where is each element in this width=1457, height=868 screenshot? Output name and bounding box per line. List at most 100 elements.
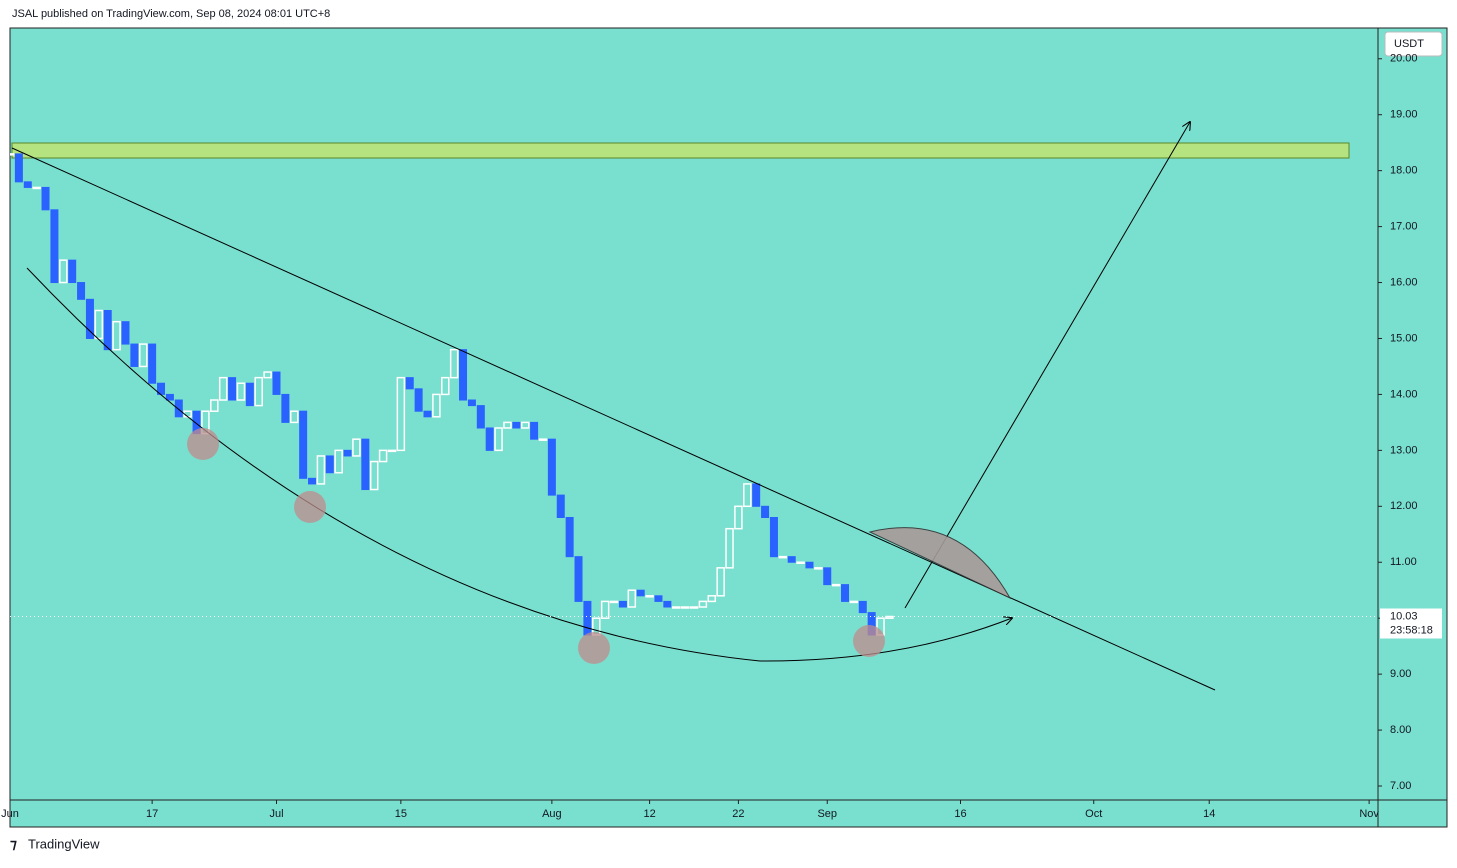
countdown: 23:58:18 [1390,624,1433,636]
down-candle [574,556,583,602]
up-candle [503,421,512,429]
last-price-box [1380,608,1442,639]
y-tick-label: 12.00 [1390,500,1418,512]
down-candle [68,259,77,284]
down-candle [414,388,423,412]
up-candle [627,589,637,608]
down-candle [752,483,761,507]
down-candle [654,595,663,602]
down-candle [245,382,254,407]
y-tick-label: 15.00 [1390,332,1418,344]
y-tick-label: 14.00 [1390,388,1418,400]
up-candle [32,186,41,190]
down-candle [23,181,32,188]
down-candle [14,153,23,183]
x-tick-label: 12 [643,808,655,820]
down-candle [769,516,778,558]
down-candle [467,399,476,407]
up-candle [849,600,859,604]
down-candle [130,343,139,367]
x-tick-label: Sep [817,808,837,820]
up-candle [254,376,263,407]
curve-arrow [26,267,1012,662]
down-candle [636,589,645,597]
brand: TradingView [28,836,100,851]
up-candle [218,376,228,401]
down-candle [50,209,59,284]
y-tick-label: 13.00 [1390,444,1418,456]
up-candle [707,595,717,603]
y-tick-label: 7.00 [1390,780,1411,792]
down-candle [423,410,432,418]
x-tick-label: 16 [954,808,966,820]
up-candle [334,449,343,474]
up-candle [716,567,725,597]
up-candle [352,438,361,457]
breakout-arrow [904,122,1190,609]
currency-button[interactable] [1384,31,1443,57]
up-candle [387,449,397,453]
down-candle [121,321,130,345]
up-candle [59,259,68,284]
down-candle [512,421,521,429]
up-candle [609,600,619,604]
up-candle [680,606,690,609]
up-candle [290,410,299,424]
marker-circle [294,491,326,523]
up-candle [725,527,734,569]
y-tick-label: 20.00 [1390,53,1418,65]
down-candle [325,455,334,474]
up-candle [600,600,610,619]
header: JSAL published on TradingView.com, Sep 0… [12,8,330,20]
y-tick-label: 18.00 [1390,165,1418,177]
x-tick-label: Nov [1359,808,1379,820]
down-candle [41,186,50,211]
up-candle [814,567,823,570]
down-candle [823,567,832,586]
down-candle [299,410,308,479]
up-candle [369,460,379,491]
resistance-zone [11,142,1350,159]
drawings [11,122,1216,691]
up-candle [10,153,15,156]
up-candle [112,320,121,351]
marker-circle [578,632,610,664]
x-tick-label: 22 [732,808,744,820]
up-candle [138,343,148,368]
down-candle [308,477,317,485]
down-candle [858,600,867,614]
up-candle [263,371,272,379]
up-candle [210,399,219,412]
arc-shape [868,527,1012,600]
y-tick-label: 8.00 [1390,724,1411,736]
marker-circle [853,625,885,657]
down-candle [663,600,672,608]
up-candle [378,449,388,463]
y-tick-label: 11.00 [1390,556,1417,568]
up-candle [689,606,699,609]
y-tick-label: 16.00 [1390,276,1418,288]
up-candle [698,600,708,608]
down-candle [841,584,850,602]
up-candle [645,595,654,598]
down-candle [174,399,183,418]
currency: USDT [1394,38,1424,50]
x-tick-label: 14 [1203,808,1215,820]
x-tick-label: Jun [1,808,19,820]
up-candle [396,376,406,452]
down-candle [565,516,574,558]
up-candle [734,505,743,530]
down-candle [530,421,539,440]
down-candle [343,449,352,457]
down-candle [281,393,290,423]
up-candle [885,615,894,619]
marker-circle [187,428,219,460]
down-candle [272,371,281,395]
y-tick-label: 17.00 [1390,221,1418,233]
up-candle [94,309,104,340]
down-candle [761,505,770,518]
up-candle [316,455,326,485]
down-candle [618,600,627,608]
plot-area [10,142,1350,636]
